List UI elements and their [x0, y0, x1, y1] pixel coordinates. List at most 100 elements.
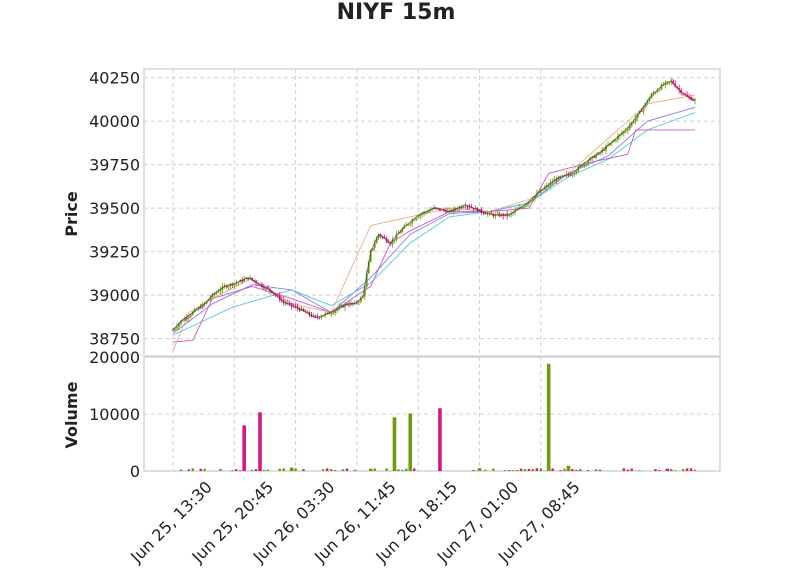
candle-body: [178, 323, 180, 327]
candle-body: [571, 174, 574, 176]
candle-body: [585, 163, 588, 165]
candle-body: [658, 89, 661, 91]
candle-body: [692, 100, 694, 102]
candle-body: [320, 316, 323, 318]
candle-body: [620, 133, 623, 135]
volume-bar: [689, 468, 693, 471]
volume-bar: [413, 468, 416, 471]
candle-body: [458, 206, 461, 210]
candle-body: [656, 90, 659, 93]
candle-body: [628, 125, 631, 130]
candle-body: [383, 236, 386, 239]
candle-body: [332, 312, 335, 314]
candle-body: [401, 228, 404, 232]
volume-bar: [401, 469, 404, 471]
volume-bar: [341, 469, 345, 471]
volume-bar: [333, 470, 337, 471]
candle-body: [581, 165, 584, 167]
volume-bar: [492, 468, 495, 471]
candle-body: [231, 283, 234, 286]
candle-body: [334, 310, 337, 313]
price-tick-label: 40250: [89, 69, 140, 88]
price-tick-label: 40000: [89, 112, 140, 131]
candle-body: [484, 213, 487, 215]
candle-body: [314, 315, 317, 317]
volume-bar: [345, 468, 349, 471]
volume-bar: [594, 469, 598, 471]
price-tick-label: 39500: [89, 199, 140, 218]
volume-bar: [472, 470, 475, 471]
candle-body: [235, 283, 238, 285]
volume-bar: [665, 468, 670, 471]
candle-body: [561, 175, 564, 177]
candle-body: [488, 212, 491, 214]
candle-body: [278, 295, 281, 300]
candle-body: [336, 309, 339, 311]
volume-bar: [235, 469, 238, 471]
candle-body: [215, 292, 218, 294]
volume-tick-label: 10000: [89, 405, 140, 424]
volume-bar: [515, 470, 519, 471]
volume-bar: [294, 468, 297, 471]
volume-bar: [254, 469, 258, 471]
volume-tick-label: 0: [130, 462, 140, 481]
candle-body: [460, 206, 463, 208]
candle-body: [442, 209, 445, 211]
candle-body: [565, 174, 568, 176]
volume-bar: [579, 469, 582, 471]
candle-body: [435, 207, 437, 209]
candle-body: [367, 261, 370, 274]
volume-bar: [693, 469, 697, 471]
volume-bar: [239, 470, 242, 471]
volume-bar: [670, 468, 673, 471]
candle-body: [524, 205, 526, 208]
candle-body: [290, 303, 293, 306]
candle-body: [365, 273, 368, 287]
candle-body: [522, 207, 524, 209]
volume-bar: [654, 469, 657, 471]
candle-body: [407, 224, 410, 226]
candle-body: [187, 316, 190, 319]
volume-bar: [368, 468, 373, 471]
candle-body: [431, 209, 433, 211]
candle-body: [342, 305, 344, 308]
volume-y-ticks: 0 10000 20000: [89, 348, 140, 481]
candle-body: [583, 163, 586, 166]
volume-bar: [326, 468, 329, 471]
candle-body: [185, 318, 188, 320]
volume-panel: 0 10000 20000 Volume: [62, 348, 721, 481]
candle-body: [225, 285, 228, 288]
volume-bar: [511, 470, 515, 471]
candle-body: [300, 308, 303, 311]
volume-bar: [638, 470, 641, 471]
volume-bar: [282, 468, 285, 471]
candle-body: [227, 286, 230, 288]
candle-body: [326, 312, 329, 314]
volume-bar: [519, 468, 523, 471]
candle-body: [348, 304, 350, 306]
candle-body: [354, 302, 356, 304]
candle-body: [411, 220, 414, 224]
candle-body: [363, 286, 366, 297]
volume-bar: [438, 408, 442, 471]
candle-body: [456, 209, 459, 211]
candle-body: [251, 277, 253, 281]
volume-bar: [539, 468, 542, 471]
volume-bar: [531, 468, 535, 471]
volume-bar: [187, 469, 191, 471]
candle-body: [201, 304, 204, 309]
candle-body: [243, 278, 246, 282]
volume-bar: [353, 469, 357, 471]
volume-bar: [575, 470, 578, 471]
candle-body: [526, 203, 528, 206]
volume-bar: [397, 469, 400, 471]
candle-body: [176, 326, 178, 329]
candle-body: [415, 217, 418, 220]
candle-body: [357, 301, 360, 303]
candle-body: [466, 206, 469, 208]
candle-body: [429, 210, 431, 212]
candle-body: [678, 88, 681, 90]
candle-body: [340, 305, 342, 307]
candle-body: [575, 171, 578, 174]
